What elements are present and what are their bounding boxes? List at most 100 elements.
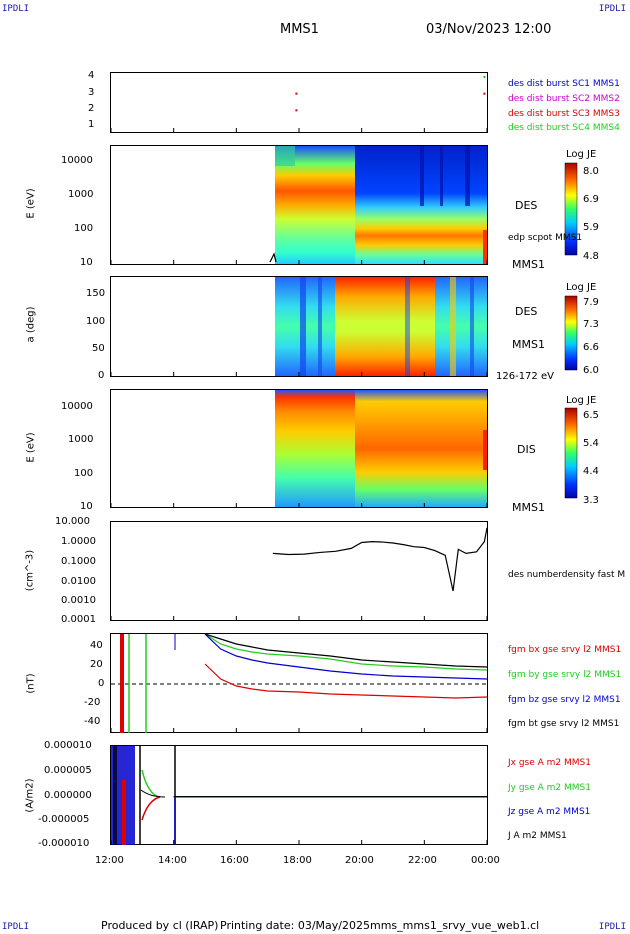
bfield-legend-bx: fgm bx gse srvy l2 MMS1 (508, 645, 622, 655)
current-ytick-4: -0.000010 (38, 838, 90, 849)
corner-label-br: IPDLI (598, 922, 626, 932)
bfield-legend-bz: fgm bz gse srvy l2 MMS1 (508, 695, 621, 705)
current-spikes (111, 746, 176, 845)
bfield-legend-by: fgm by gse srvy l2 MMS1 (508, 670, 622, 680)
current-legend-j: J A m2 MMS1 (508, 831, 567, 841)
bfield-ytick-m40: -40 (84, 716, 101, 727)
dis-energy-mms1-label: MMS1 (512, 501, 545, 514)
des-energy-ytick-10000: 10000 (61, 155, 93, 166)
burst-ytick-1: 1 (88, 119, 95, 130)
burst-point (483, 76, 486, 78)
burst-point (483, 92, 486, 95)
des-pitch-cbar-tick-1: 7.3 (583, 319, 599, 330)
density-line (272, 527, 488, 592)
des-energy-label: DES (515, 199, 538, 212)
bfield-ytick-20: 20 (90, 659, 103, 670)
des-energy-cbar-tick-1: 6.9 (583, 194, 599, 205)
dis-energy-cbar-tick-1: 5.4 (583, 438, 599, 449)
burst-legend-sc2: des dist burst SC2 MMS2 (508, 94, 620, 104)
colorbar-dis-energy (564, 407, 578, 499)
footer-printing-date: Printing date: 03/May/2025 (220, 919, 370, 932)
des-pitch-ytick-50: 50 (92, 343, 105, 354)
axis-ticks (110, 128, 488, 844)
colorbar-des-energy (564, 162, 578, 256)
des-pitch-ytick-0: 0 (98, 370, 105, 381)
density-legend: des numberdensity fast M (508, 570, 626, 580)
density-ytick-3: 0.0100 (61, 576, 96, 587)
bfield-series (204, 633, 488, 699)
xtick-3: 18:00 (283, 855, 312, 866)
des-pitch-cbar-tick-2: 6.6 (583, 342, 599, 353)
density-series (272, 527, 488, 592)
des-energy-mms1-label: MMS1 (512, 258, 545, 271)
burst-legend-sc4: des dist burst SC4 MMS4 (508, 123, 620, 133)
des-energy-scpot-label: edp scpot MMS1 (508, 233, 583, 243)
des-energy-cbar-tick-3: 4.8 (583, 251, 599, 262)
des-energy-cbar-title: Log JE (566, 149, 597, 160)
bfield-line (204, 633, 488, 680)
current-frame (110, 745, 488, 845)
current-ytick-0: 0.000010 (44, 740, 92, 751)
current-legend-jx: Jx gse A m2 MMS1 (508, 758, 591, 768)
current-ytick-1: 0.000005 (44, 765, 92, 776)
des-pitch-frame (110, 276, 488, 377)
des-pitch-cbar-tick-0: 7.9 (583, 297, 599, 308)
des-energy-ylabel: E (eV) (25, 188, 37, 219)
des-energy-frame (110, 145, 488, 265)
bfield-line (204, 663, 488, 699)
current-ytick-2: 0.000000 (44, 790, 92, 801)
density-ytick-2: 0.1000 (61, 556, 96, 567)
density-frame (110, 521, 488, 621)
dis-energy-ytick-100: 100 (74, 468, 94, 479)
current-legend-jz: Jz gse A m2 MMS1 (508, 807, 591, 817)
des-energy-ytick-1000: 1000 (68, 189, 94, 200)
xtick-4: 20:00 (345, 855, 374, 866)
dis-energy-ytick-1000: 1000 (68, 434, 94, 445)
xtick-6: 00:00 (471, 855, 500, 866)
burst-legend-sc3: des dist burst SC3 MMS3 (508, 109, 620, 119)
datetime-title: 03/Nov/2023 12:00 (426, 22, 552, 37)
bfield-spikes (120, 634, 176, 733)
bfield-legend-bt: fgm bt gse srvy l2 MMS1 (508, 719, 620, 729)
des-energy-cbar-tick-0: 8.0 (583, 166, 599, 177)
colorbar-des-pitch (564, 295, 578, 371)
current-series (173, 796, 487, 798)
burst-ytick-3: 3 (88, 87, 95, 98)
des-energy-ytick-100: 100 (74, 223, 94, 234)
magnetic-frame (110, 633, 488, 733)
corner-label-bl: IPDLI (2, 922, 30, 932)
density-ytick-1: 1.0000 (61, 536, 96, 547)
des-energy-spectrogram (275, 146, 487, 264)
burst-point (295, 92, 298, 95)
des-pitch-mms1-label: MMS1 (512, 338, 545, 351)
dis-energy-cbar-tick-0: 6.5 (583, 410, 599, 421)
des-pitch-label: DES (515, 305, 538, 318)
density-ylabel: (cm^-3) (24, 549, 36, 592)
xtick-2: 16:00 (220, 855, 249, 866)
des-pitch-ytick-100: 100 (86, 316, 106, 327)
dis-energy-cbar-title: Log JE (566, 395, 597, 406)
dis-energy-frame (110, 389, 488, 508)
des-pitch-spectrogram (275, 277, 487, 376)
des-pitch-ytick-150: 150 (86, 288, 106, 299)
corner-label-tl: IPDLI (2, 4, 30, 14)
current-legend-jy: Jy gse A m2 MMS1 (508, 783, 591, 793)
des-energy-ytick-10: 10 (80, 257, 93, 268)
current-ylabel: (A/m2) (24, 778, 36, 813)
des-pitch-cbar-tick-3: 6.0 (583, 365, 599, 376)
dis-energy-ytick-10: 10 (80, 501, 93, 512)
dis-energy-ylabel: E (eV) (25, 432, 37, 463)
bfield-ytick-0: 0 (98, 678, 105, 689)
bfield-ylabel: (nT) (25, 673, 37, 694)
dis-energy-cbar-tick-2: 4.4 (583, 466, 599, 477)
des-energy-cbar-tick-2: 5.9 (583, 222, 599, 233)
burst-panel-frame (110, 72, 488, 133)
burst-markers (295, 76, 486, 112)
bfield-ytick-40: 40 (90, 640, 103, 651)
dis-energy-cbar-tick-3: 3.3 (583, 495, 599, 506)
des-pitch-ylabel: a (deg) (25, 306, 37, 343)
corner-label-tr: IPDLI (598, 4, 626, 14)
bfield-line (204, 633, 488, 668)
density-ytick-4: 0.0010 (61, 595, 96, 606)
